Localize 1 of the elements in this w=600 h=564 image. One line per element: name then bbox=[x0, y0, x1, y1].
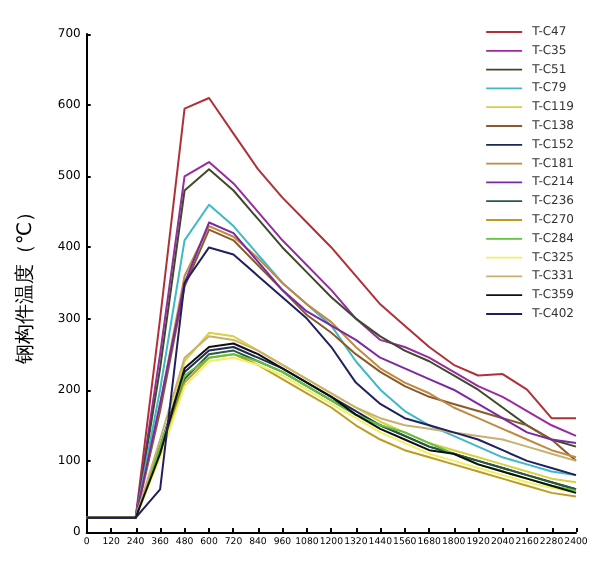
y-axis-title: 钢构件温度（℃） bbox=[13, 201, 37, 367]
